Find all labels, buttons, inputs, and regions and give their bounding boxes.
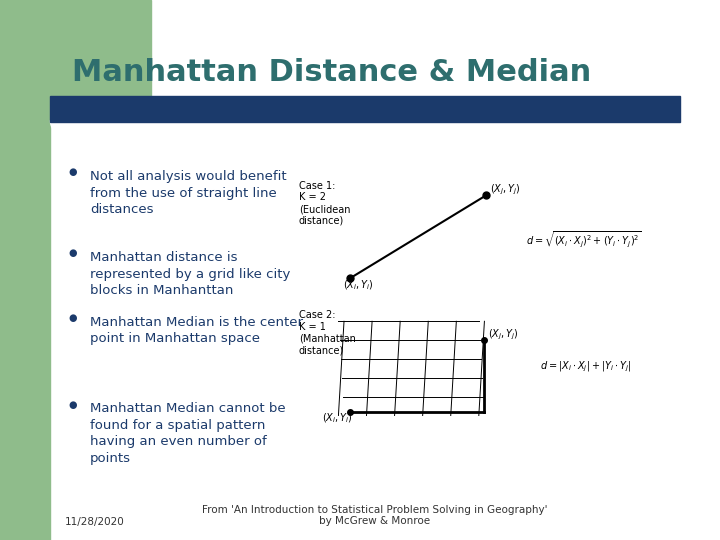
Text: Manhattan distance is
represented by a grid like city
blocks in Manhanttan: Manhattan distance is represented by a g… xyxy=(90,251,290,297)
Text: $(X_j, Y_j)$: $(X_j, Y_j)$ xyxy=(488,328,519,342)
Text: Manhattan Median cannot be
found for a spatial pattern
having an even number of
: Manhattan Median cannot be found for a s… xyxy=(90,402,286,465)
Text: ●: ● xyxy=(68,400,77,410)
Text: $d = \sqrt{(X_i \cdot X_j)^2 + (Y_i \cdot Y_j)^2}$: $d = \sqrt{(X_i \cdot X_j)^2 + (Y_i \cdo… xyxy=(526,230,642,249)
Text: ●: ● xyxy=(68,248,77,259)
Text: 11/28/2020: 11/28/2020 xyxy=(65,516,125,526)
Text: Not all analysis would benefit
from the use of straight line
distances: Not all analysis would benefit from the … xyxy=(90,170,287,216)
Bar xyxy=(0,0,151,100)
Polygon shape xyxy=(50,120,78,141)
Text: $(X_i, Y_i)$: $(X_i, Y_i)$ xyxy=(343,279,374,292)
Text: $(X_j, Y_j)$: $(X_j, Y_j)$ xyxy=(490,183,521,197)
Text: ●: ● xyxy=(68,167,77,178)
Text: $(X_i, Y_i)$: $(X_i, Y_i)$ xyxy=(322,411,352,425)
Text: ●: ● xyxy=(68,313,77,323)
Text: Case 1:
K = 2
(Euclidean
distance): Case 1: K = 2 (Euclidean distance) xyxy=(299,181,351,226)
Text: From 'An Introduction to Statistical Problem Solving in Geography'
by McGrew & M: From 'An Introduction to Statistical Pro… xyxy=(202,505,547,526)
Text: Manhattan Median is the center
point in Manhattan space: Manhattan Median is the center point in … xyxy=(90,316,303,346)
Bar xyxy=(0,0,50,540)
Text: Case 2:
K = 1
(Manhattan
distance): Case 2: K = 1 (Manhattan distance) xyxy=(299,310,356,355)
Text: $d = |X_i \cdot X_j| + |Y_i \cdot Y_j|$: $d = |X_i \cdot X_j| + |Y_i \cdot Y_j|$ xyxy=(540,360,632,374)
Bar xyxy=(50,96,680,122)
Text: Manhattan Distance & Median: Manhattan Distance & Median xyxy=(72,58,591,87)
